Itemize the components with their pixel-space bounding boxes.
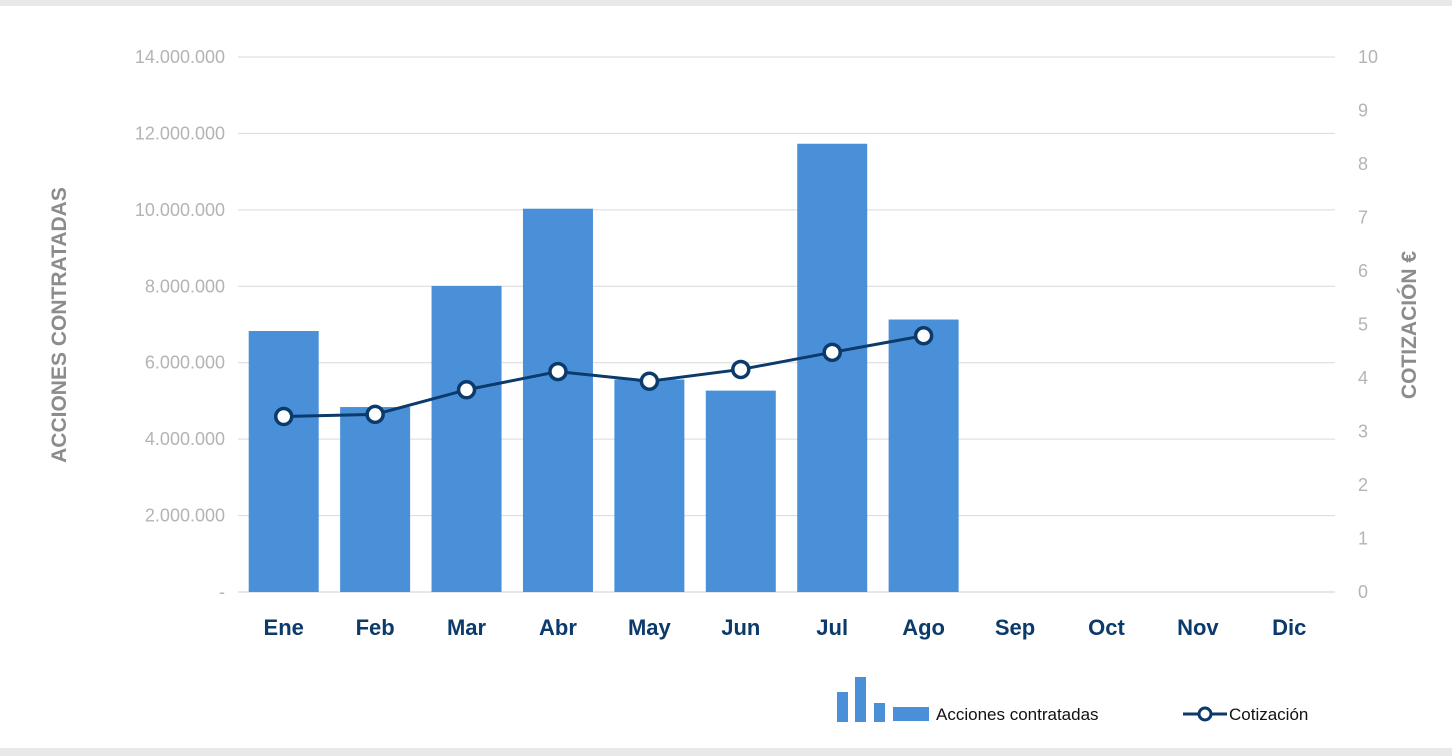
x-tick-label: May xyxy=(628,615,672,640)
line-point xyxy=(273,406,294,427)
bar xyxy=(431,285,502,592)
line-point xyxy=(639,371,660,391)
y-tick-label: 2.000.000 xyxy=(145,506,225,526)
legend: Acciones contratadas Cotización xyxy=(837,677,1308,724)
x-tick-label: Ago xyxy=(902,615,945,640)
bottom-border xyxy=(0,748,1452,756)
gridlines xyxy=(238,56,1335,593)
y2-tick-label: 10 xyxy=(1358,47,1378,67)
y2-tick-label: 2 xyxy=(1358,475,1368,495)
y-tick-label: 10.000.000 xyxy=(135,200,225,220)
y-tick-label: 12.000.000 xyxy=(135,123,225,143)
y2-tick-label: 6 xyxy=(1358,261,1368,281)
x-tick-label: Jun xyxy=(721,615,760,640)
y2-tick-label: 8 xyxy=(1358,154,1368,174)
line-point xyxy=(456,380,477,400)
y-axis-title: ACCIONES CONTRATADAS xyxy=(48,187,71,463)
y-tick-label: 4.000.000 xyxy=(145,429,225,449)
x-tick-label: Jul xyxy=(816,615,848,640)
y-tick-label: 8.000.000 xyxy=(145,276,225,296)
x-tick-label: Mar xyxy=(447,615,487,640)
y2-tick-label: 9 xyxy=(1358,101,1368,121)
bar xyxy=(340,407,411,592)
bar xyxy=(248,330,319,592)
line-point xyxy=(731,359,751,380)
legend-bar-icon xyxy=(837,677,885,722)
x-tick-label: Feb xyxy=(356,615,395,640)
bar xyxy=(614,379,685,592)
y2-tick-label: 0 xyxy=(1358,582,1368,602)
y-tick-label: - xyxy=(219,582,225,602)
legend-bar-label: Acciones contratadas xyxy=(936,705,1099,724)
bar xyxy=(522,208,593,593)
y2-tick-label: 3 xyxy=(1358,422,1368,442)
x-tick-label: Nov xyxy=(1177,615,1219,640)
legend-bar-swatch xyxy=(893,707,929,721)
line-point xyxy=(365,404,385,425)
legend-line-label: Cotización xyxy=(1229,705,1308,724)
bar xyxy=(705,390,776,592)
x-tick-label: Abr xyxy=(539,615,577,640)
y2-axis-title: COTIZACIÓN € xyxy=(1397,251,1421,399)
legend-line-icon xyxy=(1183,706,1227,722)
bar-series xyxy=(248,143,959,593)
line-series xyxy=(273,325,934,427)
top-border xyxy=(0,0,1452,6)
line-point xyxy=(822,342,842,363)
bar xyxy=(888,319,959,592)
y-tick-label: 6.000.000 xyxy=(145,353,225,373)
axis-ticks: - 2.000.000 4.000.000 6.000.000 8.000.000 10.… xyxy=(135,47,1378,640)
y2-tick-label: 7 xyxy=(1358,208,1368,228)
bar xyxy=(797,143,868,592)
line-point xyxy=(548,361,568,382)
x-tick-label: Oct xyxy=(1088,615,1125,640)
line-point xyxy=(913,325,934,346)
y2-tick-label: 1 xyxy=(1358,529,1368,549)
x-tick-label: Dic xyxy=(1272,615,1306,640)
y2-tick-label: 4 xyxy=(1358,368,1368,388)
cotizacion-line xyxy=(283,334,924,419)
y2-tick-label: 5 xyxy=(1358,315,1368,335)
y-tick-label: 14.000.000 xyxy=(135,47,225,67)
x-tick-label: Sep xyxy=(995,615,1035,640)
x-tick-label: Ene xyxy=(264,615,304,640)
